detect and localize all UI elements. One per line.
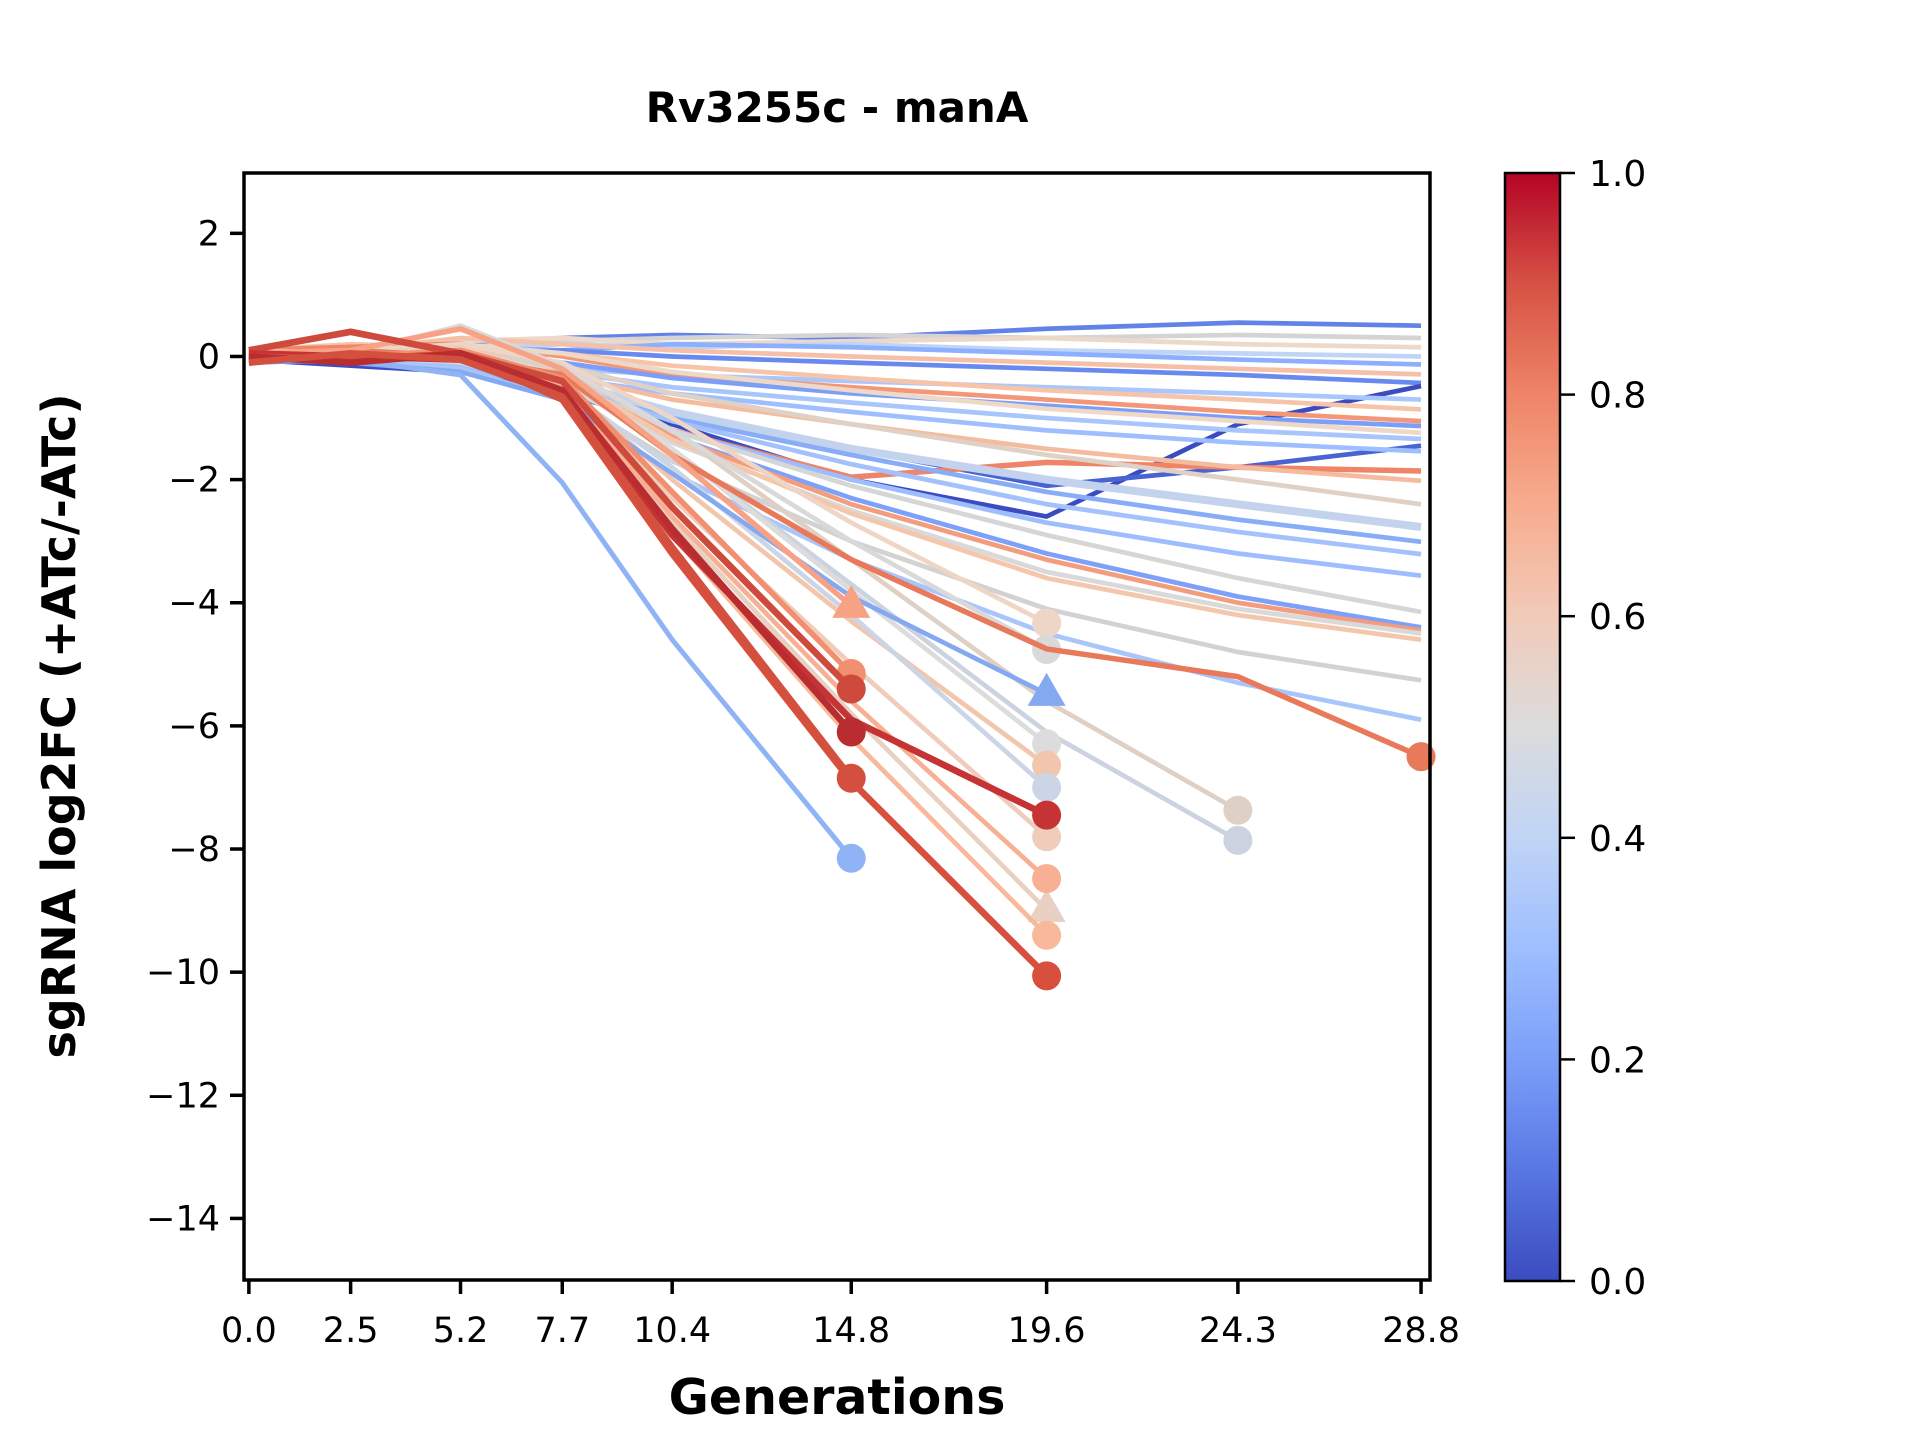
x-tick-label: 0.0	[221, 1311, 277, 1351]
x-tick-label: 2.5	[323, 1311, 379, 1351]
endpoint-circle-marker	[836, 717, 866, 747]
x-tick-label: 5.2	[433, 1311, 489, 1351]
endpoint-circle-marker	[1032, 864, 1062, 894]
endpoint-triangle-marker	[832, 584, 871, 618]
endpoint-circle-marker	[836, 763, 866, 793]
endpoint-circle-marker	[1032, 608, 1062, 638]
x-tick-label: 24.3	[1199, 1311, 1277, 1351]
x-axis-ticks-group: 0.0 2.5 5.2 7.7 10.4 14.8 19.6 24.3 28.8	[221, 1280, 1460, 1351]
endpoint-circle-marker	[1032, 772, 1062, 802]
endpoint-circle-marker	[836, 843, 866, 873]
y-tick-label: −4	[168, 584, 220, 624]
x-tick-label: 10.4	[633, 1311, 711, 1351]
colorbar-tick-label: 0.4	[1589, 819, 1646, 860]
sgrna-trace-line	[248, 350, 854, 781]
x-tick-label: 28.8	[1382, 1311, 1460, 1351]
sgrna-trace-line	[248, 328, 854, 692]
endpoint-circle-marker	[1032, 920, 1062, 950]
endpoint-circle-marker	[1032, 822, 1062, 852]
endpoint-circle-marker	[1032, 800, 1062, 830]
x-tick-label: 7.7	[534, 1311, 590, 1351]
endpoint-circle-marker	[836, 674, 866, 704]
endpoint-circle-marker	[1032, 750, 1062, 780]
y-axis-ticks-group: 2 0 −2 −4 −6 −8 −10 −12 −14	[146, 214, 244, 1239]
colorbar-tick-label: 0.2	[1589, 1040, 1646, 1081]
y-tick-label: −8	[168, 830, 220, 870]
sgrna-trace-line	[248, 326, 854, 608]
endpoint-triangle-marker	[1027, 672, 1066, 706]
endpoint-circle-marker	[1223, 825, 1253, 855]
colorbar-tick-label: 0.6	[1589, 597, 1646, 638]
sgrna-trace-line	[248, 350, 854, 735]
y-tick-label: −14	[146, 1199, 220, 1239]
chart-title: Rv3255c - manA	[646, 83, 1029, 132]
y-tick-label: −10	[146, 953, 220, 993]
series-group	[248, 320, 1436, 991]
x-tick-label: 14.8	[812, 1311, 890, 1351]
colorbar-tick-label: 0.0	[1589, 1262, 1646, 1303]
y-tick-label: 0	[198, 337, 220, 377]
x-axis-label: Generations	[669, 1369, 1006, 1426]
endpoint-triangle-marker	[1027, 888, 1066, 922]
colorbar-gradient	[1503, 171, 1562, 1283]
y-axis-label: sgRNA log2FC (+ATc/-ATc)	[32, 394, 86, 1059]
colorbar-group: 1.0 0.8 0.6 0.4 0.2 0.0	[1503, 154, 1646, 1303]
x-tick-label: 19.6	[1008, 1311, 1086, 1351]
y-tick-label: −12	[146, 1076, 220, 1116]
endpoint-circle-marker	[1032, 961, 1062, 991]
colorbar-tick-label: 1.0	[1589, 154, 1646, 195]
colorbar-tick-label: 0.8	[1589, 376, 1646, 417]
y-tick-label: 2	[198, 214, 220, 254]
y-tick-label: −6	[168, 707, 220, 747]
endpoint-circle-marker	[1223, 795, 1253, 825]
endpoint-circle-marker	[1032, 729, 1062, 759]
y-tick-label: −2	[168, 461, 220, 501]
